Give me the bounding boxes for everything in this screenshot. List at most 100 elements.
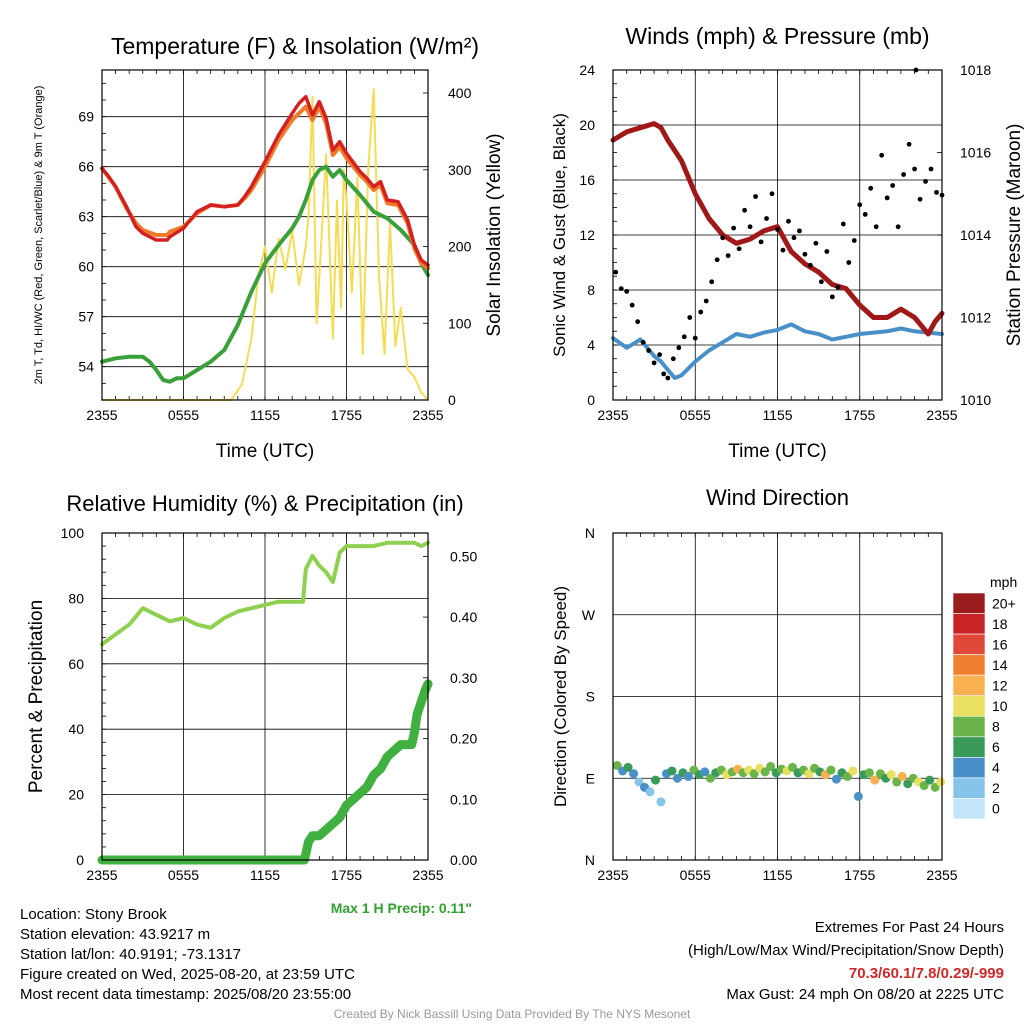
y-tick-label: E bbox=[586, 770, 595, 786]
direction-point bbox=[886, 770, 896, 780]
y-axis-label: 2m T, Td, HI/WC (Red, Green, Scarlet/Blu… bbox=[33, 86, 45, 385]
colorbar-swatch bbox=[952, 715, 986, 738]
gust-point bbox=[802, 251, 808, 257]
direction-point bbox=[919, 781, 929, 791]
direction-point bbox=[848, 766, 858, 776]
credit-text: Created By Nick Bassill Using Data Provi… bbox=[333, 1007, 691, 1021]
gust-point bbox=[890, 183, 896, 188]
direction-point bbox=[634, 777, 644, 787]
plot-frame bbox=[612, 532, 943, 861]
x-tick-label: 2355 bbox=[926, 867, 957, 883]
location-text: Location: Stony Brook bbox=[20, 906, 167, 923]
gust-point bbox=[703, 298, 709, 304]
gust-point bbox=[780, 247, 786, 253]
colorbar-label: 0 bbox=[992, 801, 1000, 817]
colorbar-label: 12 bbox=[992, 677, 1008, 693]
gust-point bbox=[846, 260, 852, 265]
gust-point bbox=[747, 224, 753, 230]
y-tick-label: 60 bbox=[78, 259, 94, 275]
y-tick-label: 54 bbox=[78, 359, 94, 375]
direction-point bbox=[667, 766, 677, 776]
gust-point bbox=[613, 269, 619, 275]
x-tick-label: 0555 bbox=[680, 867, 711, 883]
y-tick-label: N bbox=[585, 525, 595, 541]
y2-tick-label: 0.20 bbox=[450, 731, 477, 747]
max-precip-annotation: Max 1 H Precip: 0.11" bbox=[331, 900, 472, 916]
direction-point bbox=[903, 779, 913, 789]
y2-tick-label: 1018 bbox=[960, 62, 991, 78]
gust-point bbox=[873, 224, 879, 230]
direction-point bbox=[804, 769, 814, 779]
plot-frame bbox=[101, 69, 429, 401]
gust-point bbox=[868, 185, 874, 191]
gust-point bbox=[791, 235, 797, 241]
gust-point bbox=[692, 335, 698, 341]
gust-point bbox=[917, 196, 923, 202]
gust-point bbox=[775, 227, 780, 232]
direction-point bbox=[831, 774, 841, 784]
gust-point bbox=[720, 235, 726, 241]
direction-point bbox=[749, 769, 759, 779]
direction-point bbox=[766, 761, 776, 771]
station-info: Location: Stony Brook Station elevation:… bbox=[20, 905, 355, 1005]
gust-point bbox=[769, 191, 775, 197]
direction-point bbox=[612, 761, 622, 771]
chart-panel-4: 2355 0555 1155 1755 2355 Wind Direction N E S W N D… bbox=[551, 485, 1017, 883]
gust-point bbox=[725, 253, 731, 259]
gust-point bbox=[928, 166, 934, 172]
series-2m-temp-line bbox=[100, 94, 430, 267]
chart-title: Temperature (F) & Insolation (W/m²) bbox=[111, 33, 479, 59]
gust-point bbox=[895, 224, 901, 230]
y-tick-label: 4 bbox=[587, 337, 595, 353]
gust-point bbox=[670, 356, 676, 362]
colorbar-swatch bbox=[952, 592, 986, 614]
direction-point bbox=[925, 775, 935, 785]
direction-point bbox=[853, 791, 863, 801]
y-tick-label: 63 bbox=[78, 209, 94, 225]
x-tick-label: 2355 bbox=[597, 407, 628, 423]
direction-point bbox=[656, 797, 666, 807]
gust-point bbox=[764, 216, 769, 221]
colorbar-title: mph bbox=[990, 574, 1017, 590]
gust-point bbox=[813, 240, 819, 246]
y2-tick-label: 1016 bbox=[960, 145, 991, 161]
y2-tick-label: 0 bbox=[448, 392, 456, 408]
gust-point bbox=[635, 319, 641, 325]
y-tick-label: 69 bbox=[78, 109, 94, 125]
colorbar-label: 10 bbox=[992, 698, 1008, 714]
y-tick-label: 20 bbox=[68, 787, 84, 803]
latest-data-text: Most recent data timestamp: 2025/08/20 2… bbox=[20, 986, 352, 1003]
direction-point bbox=[826, 765, 836, 775]
colorbar-swatch bbox=[952, 633, 986, 655]
colorbar-label: 18 bbox=[992, 616, 1008, 632]
gust-point bbox=[857, 202, 863, 208]
colorbar-swatch bbox=[952, 777, 986, 799]
y-axis-label: Sonic Wind & Gust (Blue, Black) bbox=[550, 113, 569, 357]
gust-point bbox=[912, 166, 917, 172]
direction-point bbox=[936, 777, 946, 787]
gust-point bbox=[676, 345, 682, 351]
x-tick-label: 0555 bbox=[168, 407, 199, 423]
direction-point bbox=[842, 771, 852, 781]
latlon-text: Station lat/lon: 40.9191; -73.1317 bbox=[20, 946, 242, 963]
y-tick-label: 57 bbox=[78, 309, 94, 325]
gust-point bbox=[818, 279, 824, 285]
series-rh-line bbox=[100, 540, 430, 647]
direction-point bbox=[870, 775, 880, 785]
y2-tick-label: 0.40 bbox=[450, 609, 477, 625]
series-precip-line bbox=[97, 679, 433, 865]
plot-frame bbox=[101, 532, 429, 861]
chart-title: Wind Direction bbox=[706, 485, 849, 510]
y-tick-label: 20 bbox=[579, 117, 595, 133]
chart-panel-2: 2355 0555 1155 1755 2355 Winds (mph) & Pressu… bbox=[550, 23, 1024, 462]
x-tick-label: 2355 bbox=[597, 867, 628, 883]
gust-point bbox=[835, 284, 841, 290]
x-tick-label: 2355 bbox=[412, 867, 443, 883]
gust-point bbox=[618, 286, 624, 292]
extremes-values: 70.3/60.1/7.8/0.29/-999 bbox=[848, 965, 1004, 982]
gust-point bbox=[797, 228, 802, 234]
direction-point bbox=[705, 773, 715, 783]
y-tick-label: W bbox=[582, 607, 596, 623]
direction-point bbox=[650, 775, 660, 785]
gust-point bbox=[753, 194, 758, 199]
